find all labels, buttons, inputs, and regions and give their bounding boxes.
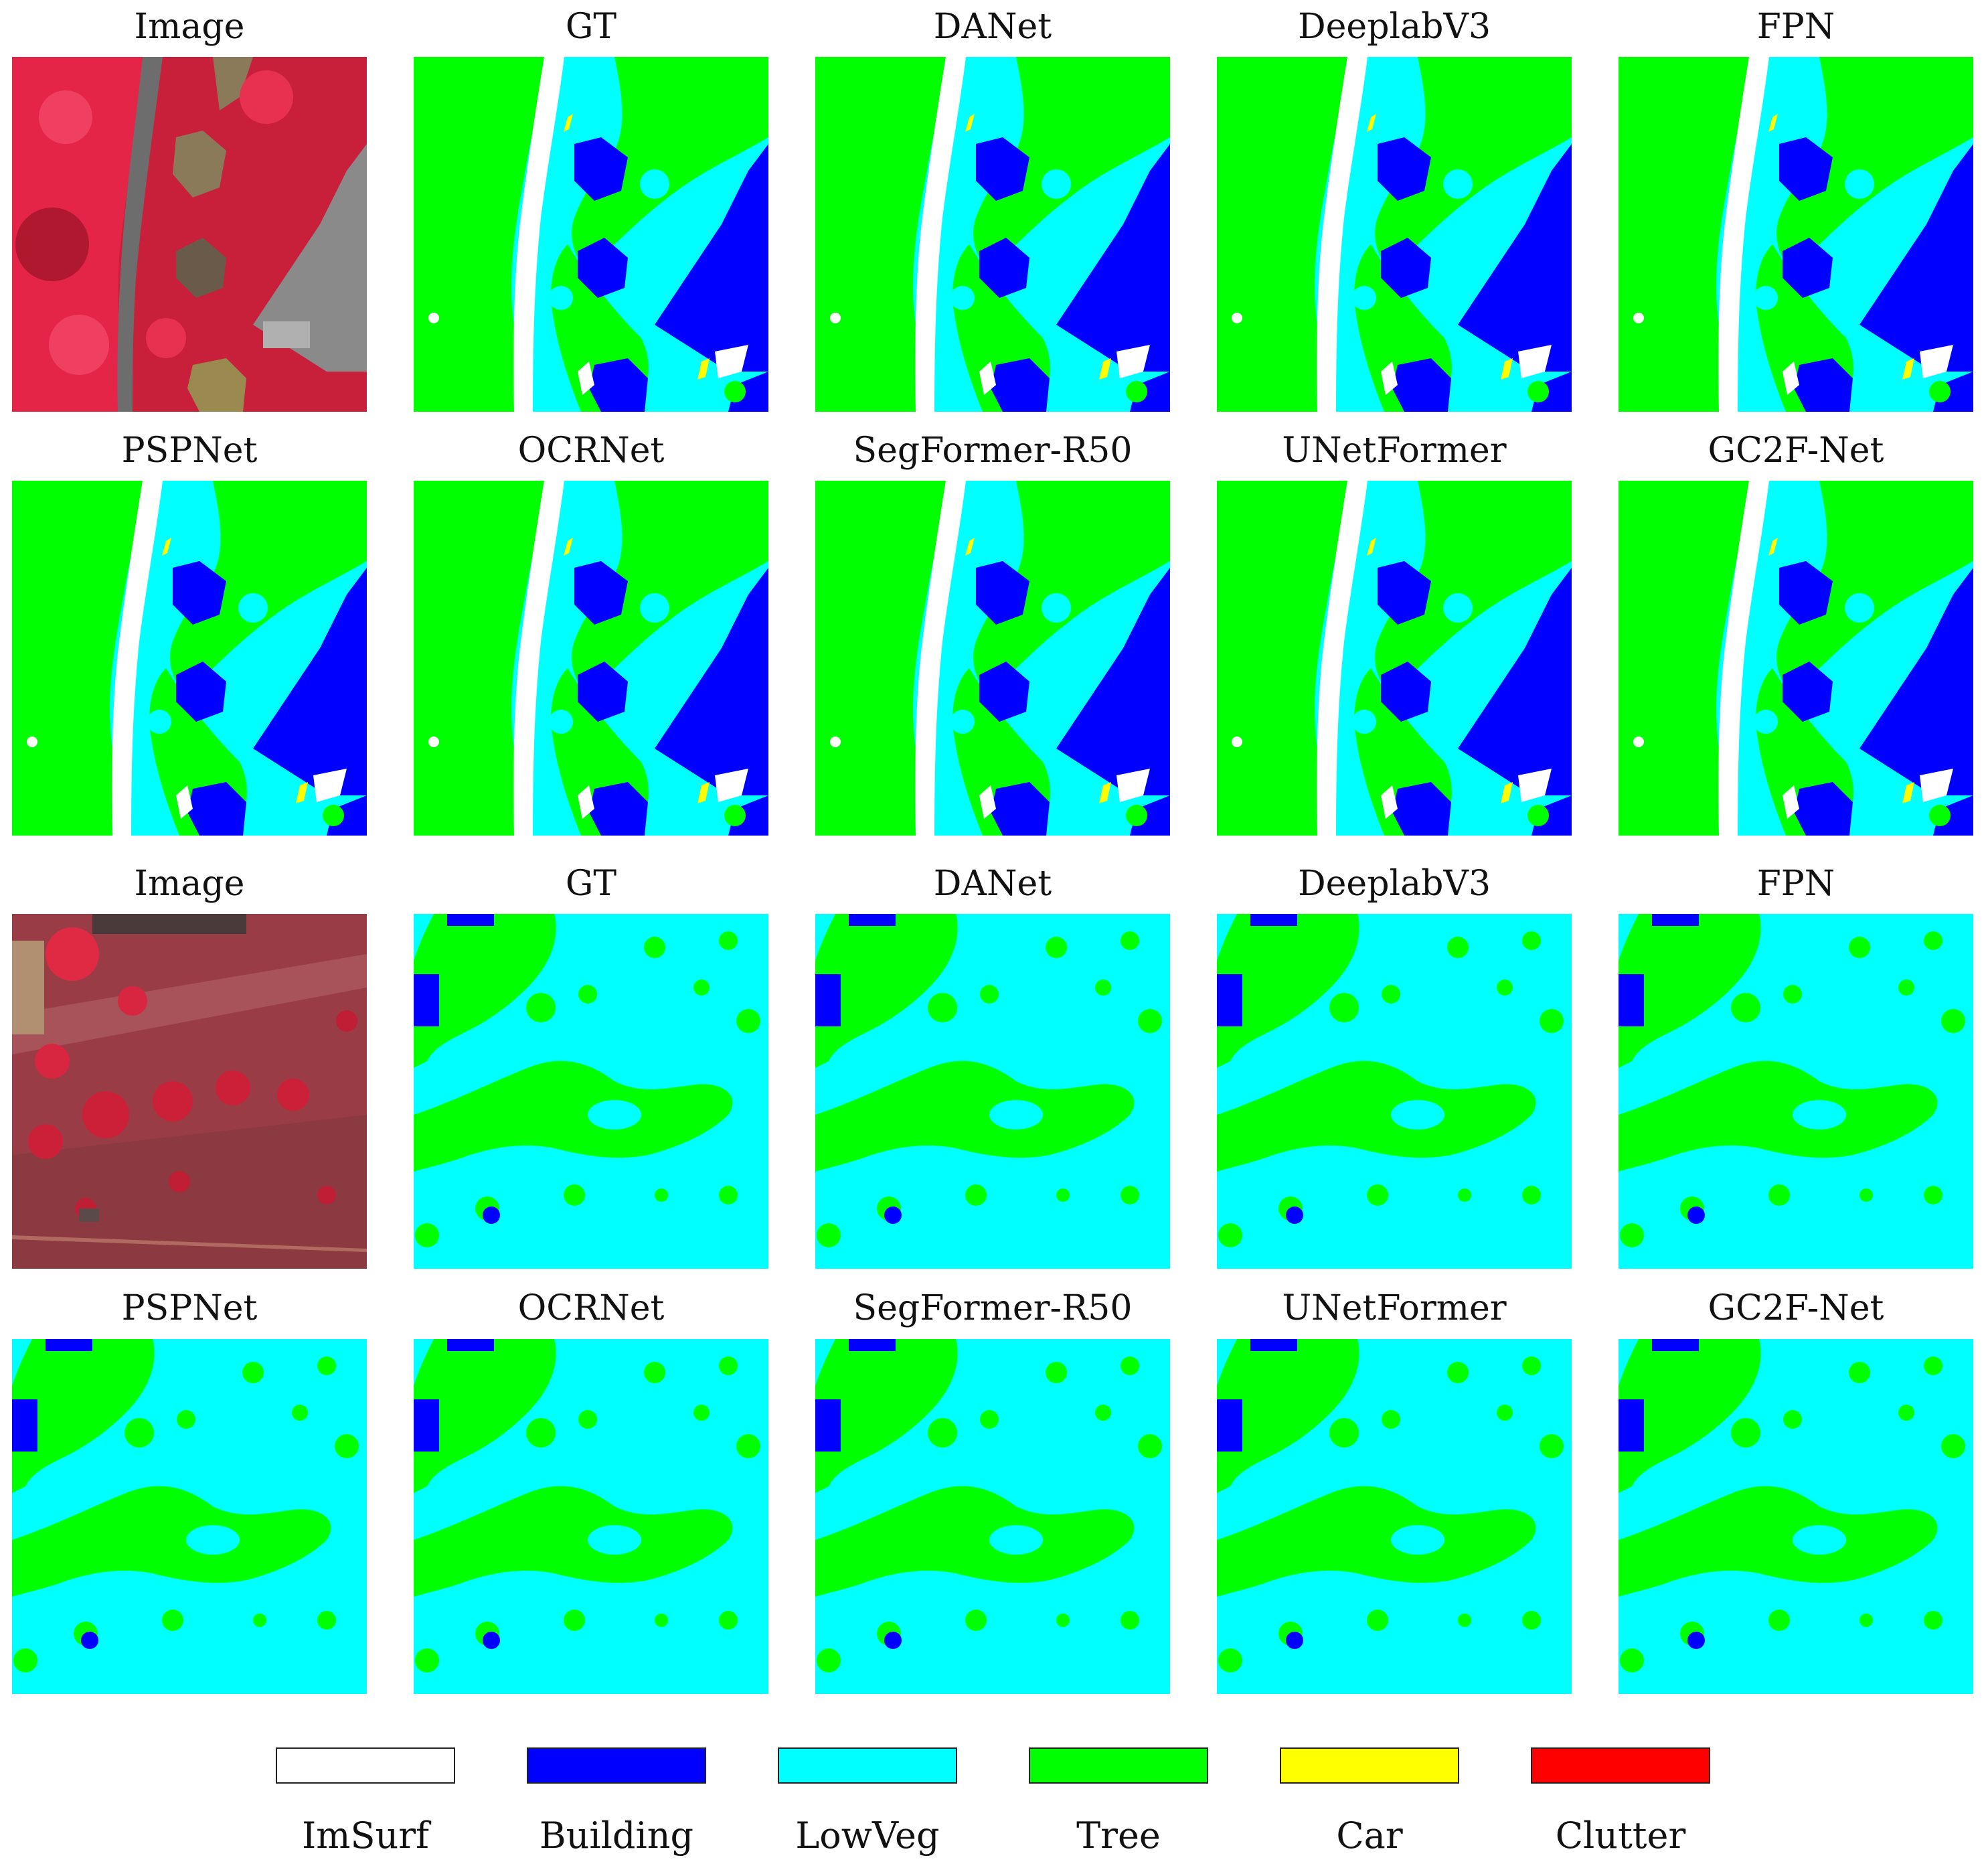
unetformer-result-tile xyxy=(1217,1339,1572,1694)
legend-swatch-clutter xyxy=(1531,1747,1710,1784)
panel-label: GT xyxy=(565,864,617,904)
panel-label: OCRNet xyxy=(517,1288,665,1328)
aerial-image-tile xyxy=(12,57,367,412)
panel-label: UNetFormer xyxy=(1282,431,1507,471)
panel-label: Image xyxy=(134,864,245,904)
legend-label-lowveg: LowVeg xyxy=(795,1814,940,1857)
aerial-image-tile xyxy=(12,914,367,1269)
ocrnet-result-tile xyxy=(414,1339,768,1694)
segformer-result-tile xyxy=(815,481,1170,836)
panel-label: SegFormer-R50 xyxy=(853,1288,1133,1328)
legend-label-car: Car xyxy=(1336,1814,1403,1857)
legend-label-tree: Tree xyxy=(1076,1814,1161,1857)
panel-label: DeeplabV3 xyxy=(1297,7,1491,47)
gc2f-net-result-tile xyxy=(1619,481,1973,836)
fpn-result-tile xyxy=(1619,57,1973,412)
gc2f-net-result-tile xyxy=(1619,1339,1973,1694)
pspnet-result-tile xyxy=(12,481,367,836)
panel-label: UNetFormer xyxy=(1282,1288,1507,1328)
pspnet-result-tile xyxy=(12,1339,367,1694)
legend-swatch-imsurf xyxy=(276,1747,455,1784)
panel-label: SegFormer-R50 xyxy=(853,431,1133,471)
panel-label: DANet xyxy=(933,864,1052,904)
unetformer-result-tile xyxy=(1217,481,1572,836)
legend-label-clutter: Clutter xyxy=(1555,1814,1686,1857)
legend-swatch-building xyxy=(527,1747,706,1784)
panel-label: GT xyxy=(565,7,617,47)
panel-label: FPN xyxy=(1756,7,1835,47)
panel-label: GC2F-Net xyxy=(1708,431,1884,471)
panel-label: DANet xyxy=(933,7,1052,47)
legend-label-building: Building xyxy=(539,1814,694,1857)
legend-swatch-lowveg xyxy=(778,1747,957,1784)
deeplabv3-result-tile xyxy=(1217,57,1572,412)
legend-label-imsurf: ImSurf xyxy=(301,1814,430,1857)
panel-label: PSPNet xyxy=(121,431,258,471)
panel-label: OCRNet xyxy=(517,431,665,471)
legend-swatch-car xyxy=(1280,1747,1459,1784)
panel-label: GC2F-Net xyxy=(1708,1288,1884,1328)
segformer-result-tile xyxy=(815,1339,1170,1694)
ocrnet-result-tile xyxy=(414,481,768,836)
fpn-result-tile xyxy=(1619,914,1973,1269)
legend-swatch-tree xyxy=(1029,1747,1208,1784)
danet-result-tile xyxy=(815,914,1170,1269)
deeplabv3-result-tile xyxy=(1217,914,1572,1269)
panel-label: PSPNet xyxy=(121,1288,258,1328)
panel-label: DeeplabV3 xyxy=(1297,864,1491,904)
ground-truth-tile xyxy=(414,57,768,412)
panel-label: Image xyxy=(134,7,245,47)
ground-truth-tile xyxy=(414,914,768,1269)
panel-label: FPN xyxy=(1756,864,1835,904)
danet-result-tile xyxy=(815,57,1170,412)
